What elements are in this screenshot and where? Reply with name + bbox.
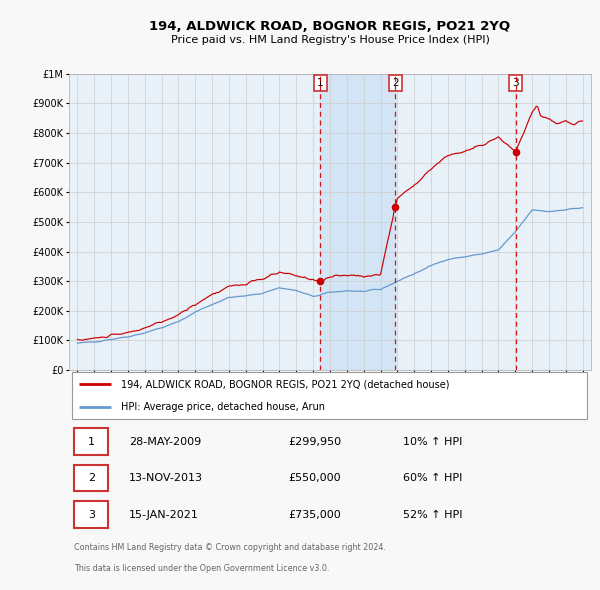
FancyBboxPatch shape: [74, 428, 108, 455]
Text: 194, ALDWICK ROAD, BOGNOR REGIS, PO21 2YQ: 194, ALDWICK ROAD, BOGNOR REGIS, PO21 2Y…: [149, 20, 511, 33]
Text: Contains HM Land Registry data © Crown copyright and database right 2024.: Contains HM Land Registry data © Crown c…: [74, 543, 386, 552]
Text: 2: 2: [392, 78, 398, 88]
Text: 60% ↑ HPI: 60% ↑ HPI: [403, 473, 463, 483]
Text: 3: 3: [88, 510, 95, 520]
Text: 194, ALDWICK ROAD, BOGNOR REGIS, PO21 2YQ (detached house): 194, ALDWICK ROAD, BOGNOR REGIS, PO21 2Y…: [121, 379, 450, 389]
Text: 52% ↑ HPI: 52% ↑ HPI: [403, 510, 463, 520]
Text: 28-MAY-2009: 28-MAY-2009: [129, 437, 201, 447]
Text: 10% ↑ HPI: 10% ↑ HPI: [403, 437, 463, 447]
Text: £299,950: £299,950: [288, 437, 341, 447]
Text: 1: 1: [88, 437, 95, 447]
Text: Price paid vs. HM Land Registry's House Price Index (HPI): Price paid vs. HM Land Registry's House …: [170, 35, 490, 44]
Text: £735,000: £735,000: [288, 510, 341, 520]
Text: 15-JAN-2021: 15-JAN-2021: [129, 510, 199, 520]
Bar: [320, 74, 395, 370]
FancyBboxPatch shape: [74, 501, 108, 528]
Text: 3: 3: [512, 78, 519, 88]
Text: £550,000: £550,000: [288, 473, 341, 483]
FancyBboxPatch shape: [71, 372, 587, 419]
Text: HPI: Average price, detached house, Arun: HPI: Average price, detached house, Arun: [121, 402, 325, 412]
Text: 13-NOV-2013: 13-NOV-2013: [129, 473, 203, 483]
Text: 2: 2: [88, 473, 95, 483]
Text: This data is licensed under the Open Government Licence v3.0.: This data is licensed under the Open Gov…: [74, 564, 329, 573]
FancyBboxPatch shape: [74, 465, 108, 491]
Text: 1: 1: [317, 78, 323, 88]
